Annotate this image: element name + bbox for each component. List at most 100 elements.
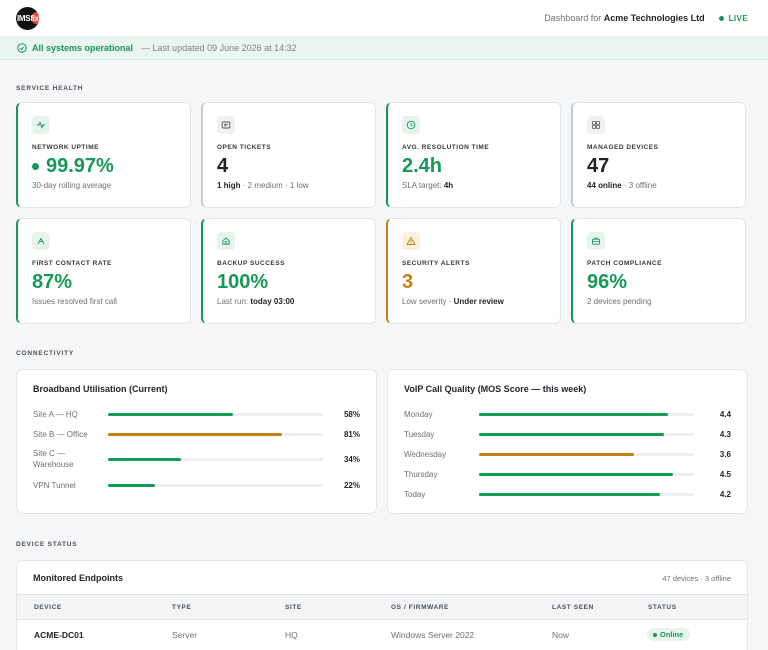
column-header-type[interactable]: TYPE xyxy=(172,604,192,611)
kpi-value: 99.97% xyxy=(32,155,190,177)
kpi-subtext: 30-day rolling average xyxy=(32,181,112,190)
bar-fill xyxy=(479,452,634,456)
kpi-subtext-rest: SLA target: xyxy=(402,181,444,190)
bar-fill xyxy=(108,483,156,487)
broadband-row: Site C — Warehouse 34% xyxy=(33,447,360,471)
company-logo[interactable]: IMSfix xyxy=(16,6,39,30)
kpi-card-first-contact-rate[interactable]: FIRST CONTACT RATE 87% Issues resolved f… xyxy=(16,218,191,324)
kpi-card-network-uptime[interactable]: NETWORK UPTIME 99.97% 30-day rolling ave… xyxy=(16,102,191,208)
voip-row: Monday 4.4 xyxy=(404,408,731,420)
bar-fill xyxy=(479,492,660,496)
kpi-label: FIRST CONTACT RATE xyxy=(32,260,112,267)
bar-label: Today xyxy=(404,489,426,499)
kpi-value: 47 xyxy=(587,155,610,177)
kpi-subtext: 1 high · 2 medium · 1 low xyxy=(217,181,375,190)
bar-value: 4.3 xyxy=(719,429,731,439)
bar-track xyxy=(479,452,694,456)
status-badge-label: Online xyxy=(660,630,684,639)
kpi-card-backup-success[interactable]: BACKUP SUCCESS 100% Last run: today 03:0… xyxy=(201,218,376,324)
kpi-subtext-bold: Under review xyxy=(453,297,504,306)
cell-site: HQ xyxy=(285,630,298,640)
kpi-card-patch-compliance[interactable]: PATCH COMPLIANCE 96% 2 devices pending xyxy=(571,218,746,324)
bar-label: Site C — Warehouse xyxy=(33,449,74,469)
broadband-row: Site B — Office 81% xyxy=(33,428,360,440)
bar-track xyxy=(479,412,694,416)
kpi-subtext: Low severity · Under review xyxy=(402,297,560,306)
kpi-subtext: Issues resolved first call xyxy=(32,297,117,306)
live-dot-icon xyxy=(718,15,724,21)
live-indicator: LIVE xyxy=(718,13,748,23)
bar-fill xyxy=(108,432,283,436)
voip-row: Wednesday 3.6 xyxy=(404,448,731,460)
column-header-last-seen[interactable]: LAST SEEN xyxy=(552,604,594,611)
table-row[interactable]: ACME-DC01 Server HQ Windows Server 2022 … xyxy=(17,621,747,649)
bar-fill xyxy=(479,472,673,476)
clock-icon xyxy=(402,116,420,134)
bar-label: Tuesday xyxy=(404,429,435,439)
bar-fill xyxy=(479,412,669,416)
dashboard-for-label: Dashboard for Acme Technologies Ltd xyxy=(544,13,704,23)
column-header-site[interactable]: SITE xyxy=(285,604,302,611)
online-dot-icon xyxy=(653,632,657,637)
bar-label: Thursday xyxy=(404,469,438,479)
bar-track xyxy=(108,483,323,487)
table-header: DEVICE TYPE SITE OS / FIRMWARE LAST SEEN… xyxy=(17,594,747,620)
kpi-subtext-bold: 4h xyxy=(443,181,454,190)
bar-track xyxy=(479,472,694,476)
column-header-os[interactable]: OS / FIRMWARE xyxy=(391,604,449,611)
cell-os: Windows Server 2022 xyxy=(391,630,475,640)
system-status-bar: All systems operational — Last updated 0… xyxy=(0,36,768,60)
check-circle-icon xyxy=(17,42,27,53)
grid-icon xyxy=(587,116,605,134)
kpi-label: PATCH COMPLIANCE xyxy=(587,260,662,267)
cell-type: Server xyxy=(172,630,198,640)
bar-track xyxy=(479,432,694,436)
kpi-subtext: 2 devices pending xyxy=(587,297,652,306)
bar-value: 58% xyxy=(343,409,360,419)
kpi-card-security-alerts[interactable]: SECURITY ALERTS 3 Low severity · Under r… xyxy=(386,218,561,324)
bar-value: 22% xyxy=(343,480,360,490)
ticket-icon xyxy=(217,116,235,134)
bar-label: VPN Tunnel xyxy=(33,480,76,490)
last-updated: — Last updated 09 June 2026 at 14:32 xyxy=(141,42,297,53)
bar-label: Site B — Office xyxy=(33,429,88,439)
bar-label: Wednesday xyxy=(404,449,447,459)
kpi-label: AVG. RESOLUTION TIME xyxy=(402,144,490,151)
kpi-card-managed-devices[interactable]: MANAGED DEVICES 47 44 online · 3 offline xyxy=(571,102,746,208)
logo-text: IMSfix xyxy=(17,13,39,23)
kpi-subtext-bold: 44 online xyxy=(587,181,622,190)
kpi-card-open-tickets[interactable]: OPEN TICKETS 4 1 high · 2 medium · 1 low xyxy=(201,102,376,208)
kpi-subtext-rest: · 3 offline xyxy=(621,181,657,190)
bar-value: 4.4 xyxy=(719,409,731,419)
broadband-row: Site A — HQ 58% xyxy=(33,408,360,420)
bar-label: Monday xyxy=(404,409,433,419)
logo-mark xyxy=(31,11,39,24)
kpi-subtext-bold: today 03:00 xyxy=(250,297,295,306)
device-summary: 47 devices · 3 offline xyxy=(662,574,731,583)
kpi-value: 96% xyxy=(587,271,628,293)
bar-track xyxy=(108,412,323,416)
cell-device: ACME-DC01 xyxy=(34,630,84,640)
bar-value: 81% xyxy=(343,429,360,439)
voip-row: Today 4.2 xyxy=(404,488,731,500)
header-right: Dashboard for Acme Technologies Ltd LIVE xyxy=(544,13,748,23)
kpi-card-resolution-time[interactable]: AVG. RESOLUTION TIME 2.4h SLA target: 4h xyxy=(386,102,561,208)
voip-row: Tuesday 4.3 xyxy=(404,428,731,440)
cell-last-seen: Now xyxy=(552,630,570,640)
kpi-subtext-bold: 1 high xyxy=(217,181,241,190)
bar-value: 4.5 xyxy=(719,469,731,479)
live-label: LIVE xyxy=(728,13,748,23)
status-text: All systems operational xyxy=(32,42,134,53)
briefcase-icon xyxy=(587,232,605,250)
voip-quality-panel: VoIP Call Quality (MOS Score — this week… xyxy=(387,369,748,514)
kpi-subtext-rest: Low severity · xyxy=(402,297,454,306)
panel-title: VoIP Call Quality (MOS Score — this week… xyxy=(404,384,587,394)
bar-fill xyxy=(479,432,664,436)
status-dot-icon xyxy=(32,162,39,170)
section-title-device-status: DEVICE STATUS xyxy=(16,541,78,548)
kpi-value: 4 xyxy=(217,155,229,177)
pulse-icon xyxy=(32,116,50,134)
kpi-label: BACKUP SUCCESS xyxy=(217,260,285,267)
column-header-device[interactable]: DEVICE xyxy=(34,604,62,611)
column-header-status[interactable]: STATUS xyxy=(648,604,677,611)
